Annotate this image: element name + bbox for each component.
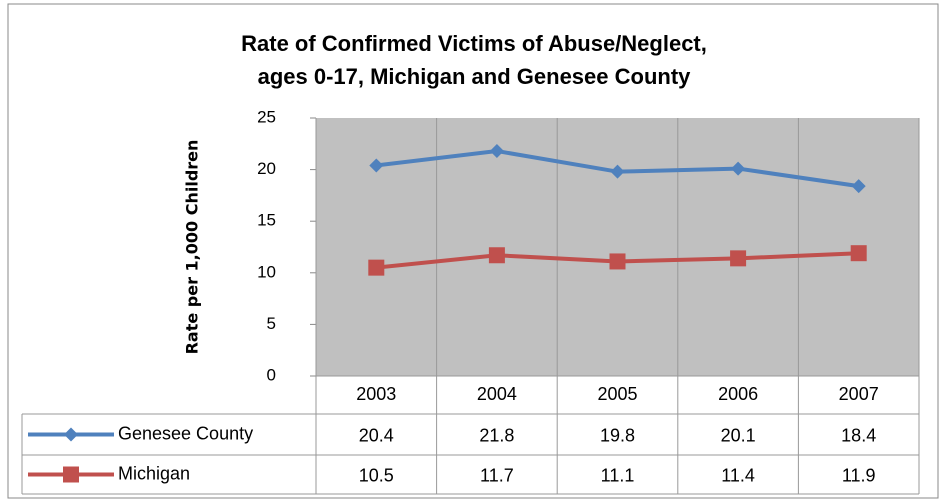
x-tick-label: 2007 (839, 384, 879, 404)
table-value: 19.8 (600, 425, 635, 445)
table-value: 11.1 (601, 465, 635, 485)
table-value: 11.7 (480, 465, 514, 485)
table-value: 11.9 (842, 465, 876, 485)
y-tick-label: 5 (267, 314, 276, 333)
chart-title: ages 0-17, Michigan and Genesee County (258, 64, 692, 89)
y-tick-label: 25 (257, 107, 276, 126)
x-tick-label: 2006 (718, 384, 758, 404)
legend-marker (64, 427, 78, 442)
legend-label: Michigan (118, 463, 190, 483)
point (850, 245, 867, 262)
legend-label: Genesee County (118, 423, 253, 443)
point (731, 161, 746, 176)
point (369, 158, 384, 173)
plot-area (316, 118, 919, 376)
table-value: 18.4 (841, 425, 876, 445)
x-tick-label: 2004 (477, 384, 517, 404)
x-tick-label: 2003 (356, 384, 396, 404)
table-value: 21.8 (479, 425, 514, 445)
x-tick-label: 2005 (597, 384, 637, 404)
y-axis-label: Rate per 1,000 Children (183, 140, 202, 355)
point (851, 179, 866, 194)
chart-title: Rate of Confirmed Victims of Abuse/Negle… (241, 31, 707, 56)
point (730, 250, 747, 267)
point (610, 164, 625, 179)
point (609, 253, 626, 270)
point (368, 259, 385, 276)
y-tick-label: 10 (257, 262, 276, 281)
point (489, 144, 504, 159)
table-value: 10.5 (359, 465, 394, 485)
y-tick-label: 20 (257, 159, 276, 178)
table-value: 20.1 (721, 425, 756, 445)
point (488, 247, 505, 264)
legend-marker (63, 466, 79, 483)
y-tick-label: 15 (257, 211, 276, 230)
y-tick-label: 0 (267, 365, 276, 384)
table-value: 20.4 (359, 425, 394, 445)
table-value: 11.4 (721, 465, 755, 485)
